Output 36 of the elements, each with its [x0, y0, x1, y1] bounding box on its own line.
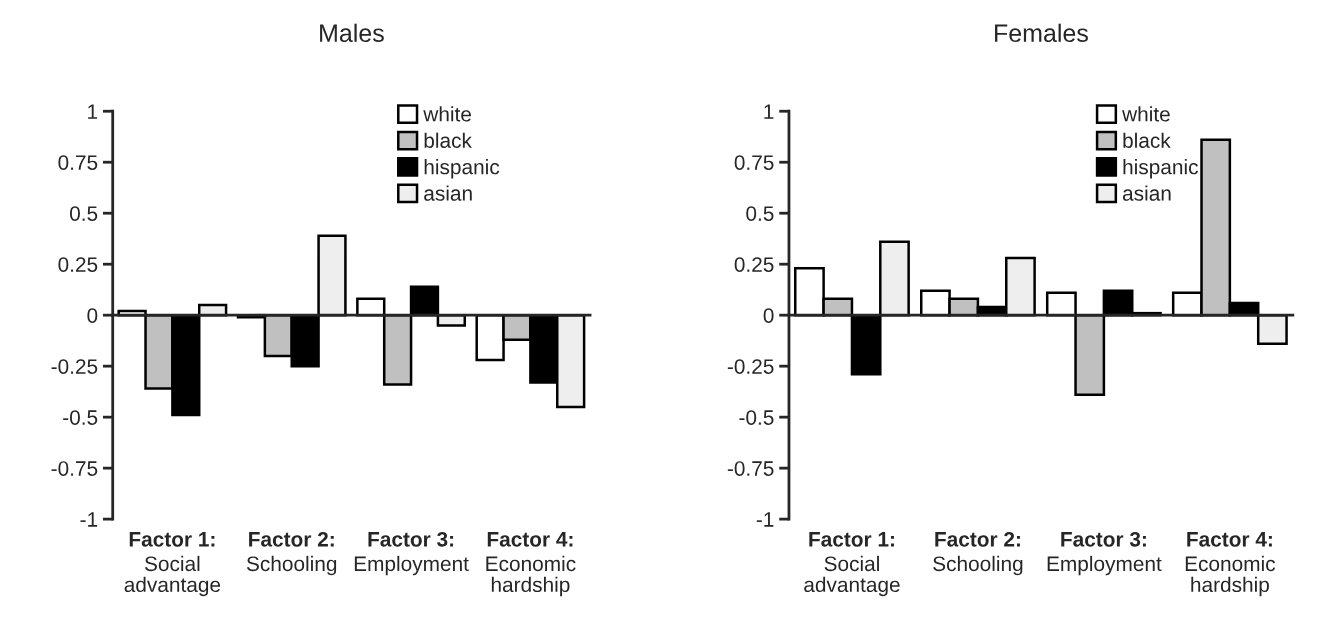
- x-tick-label: Factor 4: Economic hardship: [1185, 532, 1276, 597]
- y-tick-label: 0.5: [69, 206, 98, 221]
- y-tick-label: -0.75: [51, 461, 98, 476]
- y-tick-label: -0.25: [727, 359, 774, 374]
- chart-title: Males: [320, 23, 384, 43]
- y-tick-label: -0.5: [739, 410, 774, 425]
- x-tick-label: Factor 2: Schooling: [933, 531, 1023, 576]
- y-tick-label: 1: [88, 104, 98, 119]
- y-tick-label: -0.5: [63, 410, 98, 425]
- y-tick-label: 0: [87, 308, 98, 323]
- legend-label: asian: [1122, 185, 1171, 201]
- y-tick-label: -0.75: [727, 461, 774, 476]
- x-tick-label: Factor 1: Social advantage: [124, 532, 221, 597]
- y-tick-label: 0.25: [734, 257, 774, 272]
- legend-label: hispanic: [1123, 159, 1198, 179]
- x-tick-label: Factor 2: Schooling: [246, 531, 337, 576]
- legend-label: white: [423, 106, 471, 122]
- y-tick-label: 0.75: [734, 155, 774, 170]
- x-tick-label: Factor 3: Employment: [1047, 531, 1162, 576]
- y-tick-label: -0.25: [51, 359, 98, 374]
- x-tick-label: Factor 3: Employment: [354, 531, 469, 576]
- chart-title: Females: [995, 23, 1088, 43]
- y-tick-label: 0.25: [58, 257, 98, 272]
- y-tick-label: 0.5: [746, 206, 774, 221]
- y-tick-label: 1: [764, 104, 774, 119]
- legend-label: white: [1122, 106, 1170, 122]
- x-tick-label: Factor 1: Social advantage: [804, 532, 900, 597]
- legend-label: asian: [424, 185, 472, 201]
- y-tick-label: -1: [80, 512, 98, 527]
- legend-label: hispanic: [424, 159, 500, 179]
- legend-label: black: [424, 132, 472, 148]
- y-tick-label: 0.75: [58, 155, 98, 170]
- y-tick-label: 0: [763, 308, 774, 323]
- legend-label: black: [1123, 132, 1171, 148]
- x-tick-label: Factor 4: Economic hardship: [486, 532, 576, 597]
- y-tick-label: -1: [756, 512, 774, 527]
